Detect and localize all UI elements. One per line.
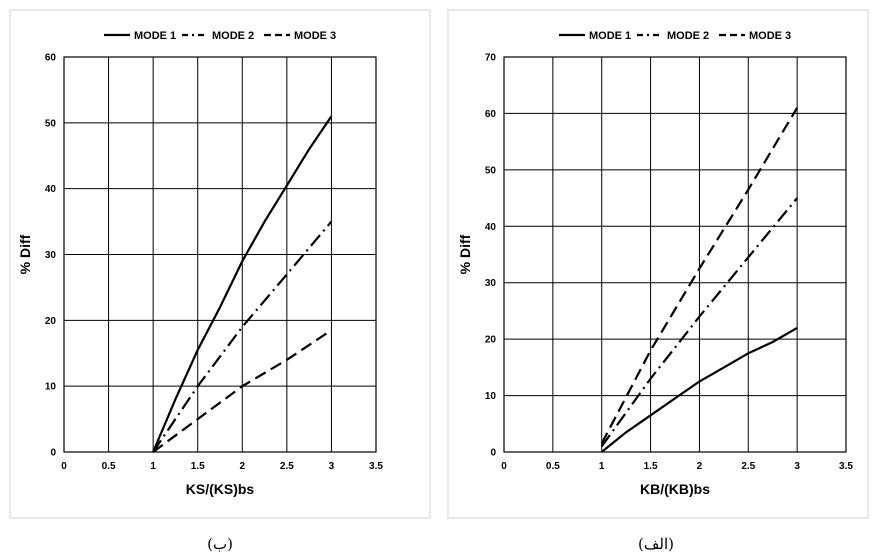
legend-label-1: MODE 1 xyxy=(134,30,176,42)
chart-panel-2: 0 0.5 1 1.5 2 2.5 3 3.5 0 10 20 30 40 50 60 70 KB/(KB)bs… xyxy=(447,9,869,553)
series-line-1 xyxy=(601,326,798,453)
y-tick-label: 60 xyxy=(45,53,57,64)
plot-area xyxy=(503,56,847,453)
series-line-3 xyxy=(152,329,333,453)
series-line-2 xyxy=(152,220,333,453)
legend-label-1: MODE 1 xyxy=(589,30,631,42)
plot-area xyxy=(63,56,377,453)
y-tick-label: 70 xyxy=(485,53,497,64)
y-tick-label: 50 xyxy=(45,118,57,129)
x-tick-label: 2.5 xyxy=(741,461,755,472)
y-axis-title: % Diff xyxy=(457,234,473,274)
x-tick-label: 1.5 xyxy=(191,461,205,472)
legend-label-3: MODE 3 xyxy=(749,30,791,42)
legend-label-3: MODE 3 xyxy=(294,30,336,42)
panel-caption: (ب) xyxy=(207,535,233,553)
series-line-1 xyxy=(152,115,333,453)
y-tick-label: 20 xyxy=(45,316,57,327)
x-tick-label: 0 xyxy=(501,461,507,472)
y-tick-label: 40 xyxy=(485,222,497,233)
x-tick-label: 0.5 xyxy=(102,461,116,472)
y-tick-label: 60 xyxy=(485,109,497,120)
chart-panel-1: 0 0.5 1 1.5 2 2.5 3 3.5 0 10 20 30 40 50 60 KS/(KS)bs % … xyxy=(9,9,431,553)
panel-frame xyxy=(447,9,869,519)
y-tick-label: 50 xyxy=(485,165,497,176)
x-tick-label: 3.5 xyxy=(369,461,383,472)
y-tick-label: 10 xyxy=(45,382,57,393)
x-axis-title: KB/(KB)bs xyxy=(640,481,710,497)
x-tick-label: 1.5 xyxy=(644,461,658,472)
x-tick-label: 3 xyxy=(794,461,800,472)
series-line-2 xyxy=(600,197,798,448)
y-tick-label: 10 xyxy=(485,391,497,402)
y-tick-label: 30 xyxy=(485,278,497,289)
legend-label-2: MODE 2 xyxy=(212,30,254,42)
series-line-3 xyxy=(600,107,799,445)
y-tick-label: 20 xyxy=(485,335,497,346)
legend: MODE 1 MODE 2 MODE 3 xyxy=(559,30,791,42)
x-tick-label: 2 xyxy=(697,461,703,472)
panel-frame xyxy=(9,9,431,519)
x-tick-label: 3 xyxy=(329,461,335,472)
y-tick-label: 40 xyxy=(45,184,57,195)
legend-label-2: MODE 2 xyxy=(667,30,709,42)
x-tick-label: 3.5 xyxy=(839,461,853,472)
y-tick-label: 0 xyxy=(50,448,56,459)
x-tick-label: 1 xyxy=(150,461,156,472)
legend: MODE 1 MODE 2 MODE 3 xyxy=(104,30,336,42)
y-axis-title: % Diff xyxy=(17,234,33,274)
y-tick-label: 0 xyxy=(490,448,496,459)
x-tick-label: 2.5 xyxy=(280,461,294,472)
x-tick-label: 0 xyxy=(61,461,67,472)
x-tick-label: 0.5 xyxy=(546,461,560,472)
panel-caption: (الف) xyxy=(638,535,674,553)
x-tick-label: 2 xyxy=(240,461,246,472)
x-tick-label: 1 xyxy=(599,461,605,472)
y-tick-label: 30 xyxy=(45,250,57,261)
x-axis-title: KS/(KS)bs xyxy=(186,481,255,497)
